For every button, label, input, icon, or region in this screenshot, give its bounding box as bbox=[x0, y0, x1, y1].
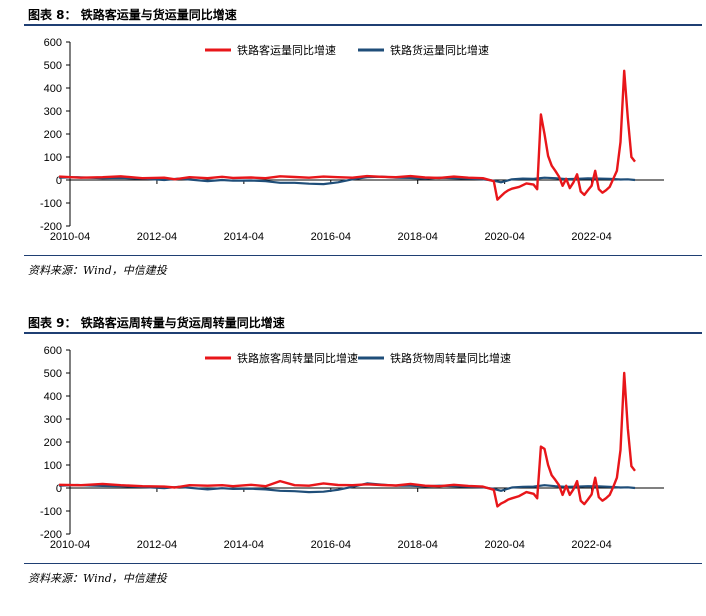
series-line-red bbox=[59, 371, 636, 508]
y-tick-label: 300 bbox=[44, 106, 62, 118]
y-tick-label: 600 bbox=[44, 37, 62, 49]
y-tick-label: -200 bbox=[40, 221, 62, 233]
source-note: 资料来源：Wind，中信建投 bbox=[28, 572, 167, 585]
y-tick-label: 100 bbox=[44, 152, 62, 164]
series-line-red bbox=[59, 69, 636, 201]
y-tick-label: 200 bbox=[44, 129, 62, 141]
y-tick-label: -100 bbox=[40, 198, 62, 210]
legend-label: 铁路客运量同比增速 bbox=[237, 43, 336, 57]
figure-8: 图表 8： 铁路客运量与货运量同比增速 600 500 400 300 200 100 0 -… bbox=[0, 0, 706, 300]
figure-9: 图表 9： 铁路客运周转量与货运周转量同比增速 600 500 400 300 200 1… bbox=[0, 308, 706, 608]
x-tick-label: 2010-04 bbox=[50, 539, 90, 551]
figure-caption: 图表 8： 铁路客运量与货运量同比增速 bbox=[28, 6, 237, 23]
x-tick-label: 2022-04 bbox=[571, 539, 611, 551]
legend-label: 铁路货运量同比增速 bbox=[390, 43, 489, 57]
caption-rule bbox=[24, 24, 702, 26]
y-tick-label: 500 bbox=[44, 368, 62, 380]
y-tick-label: 600 bbox=[44, 345, 62, 357]
source-note: 资料来源：Wind，中信建投 bbox=[28, 264, 167, 277]
y-tick-label: 400 bbox=[44, 391, 62, 403]
x-tick-label: 2018-04 bbox=[398, 231, 438, 243]
x-tick-label: 2018-04 bbox=[398, 539, 438, 551]
y-tick-label: -100 bbox=[40, 506, 62, 518]
figure-caption: 图表 9： 铁路客运周转量与货运周转量同比增速 bbox=[28, 314, 285, 331]
y-tick-label: 200 bbox=[44, 437, 62, 449]
legend-label: 铁路货物周转量同比增速 bbox=[390, 351, 511, 365]
x-tick-label: 2020-04 bbox=[484, 231, 524, 243]
x-tick-label: 2014-04 bbox=[224, 231, 264, 243]
x-tick-label: 2012-04 bbox=[137, 231, 177, 243]
caption-label: 图表 8： bbox=[28, 8, 77, 22]
x-tick-label: 2014-04 bbox=[224, 539, 264, 551]
y-tick-label: -200 bbox=[40, 529, 62, 541]
x-tick-label: 2022-04 bbox=[571, 231, 611, 243]
x-tick-label: 2016-04 bbox=[311, 539, 351, 551]
x-tick-label: 2020-04 bbox=[484, 539, 524, 551]
chart-title: 铁路客运量与货运量同比增速 bbox=[80, 8, 237, 22]
legend-label: 铁路旅客周转量同比增速 bbox=[237, 351, 358, 365]
y-tick-label: 300 bbox=[44, 414, 62, 426]
x-tick-label: 2010-04 bbox=[50, 231, 90, 243]
y-tick-label: 400 bbox=[44, 83, 62, 95]
x-tick-label: 2012-04 bbox=[137, 539, 177, 551]
y-tick-label: 0 bbox=[56, 483, 62, 495]
caption-rule bbox=[24, 332, 702, 334]
chart-title: 铁路客运周转量与货运周转量同比增速 bbox=[80, 316, 285, 330]
y-tick-label: 500 bbox=[44, 60, 62, 72]
y-tick-label: 100 bbox=[44, 460, 62, 472]
caption-label: 图表 9： bbox=[28, 316, 77, 330]
y-tick-label: 0 bbox=[56, 175, 62, 187]
x-tick-label: 2016-04 bbox=[311, 231, 351, 243]
source-rule bbox=[24, 255, 702, 256]
source-rule bbox=[24, 563, 702, 564]
